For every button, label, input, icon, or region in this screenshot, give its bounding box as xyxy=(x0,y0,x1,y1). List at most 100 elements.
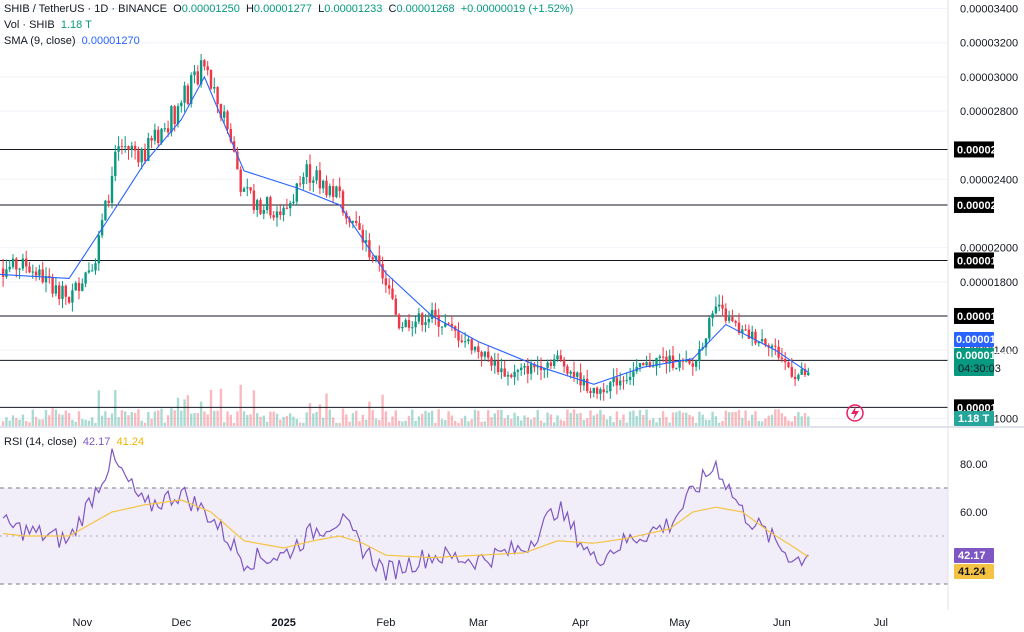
volume-bar xyxy=(744,410,747,427)
candle-body xyxy=(615,377,619,386)
volume-bar xyxy=(216,410,219,427)
volume-bar xyxy=(493,413,496,427)
candle-body xyxy=(694,360,698,367)
candle-body xyxy=(424,322,427,325)
volume-bar xyxy=(157,410,160,427)
volume-bar xyxy=(427,412,430,427)
volume-bar xyxy=(566,409,569,427)
volume-bar xyxy=(196,413,199,427)
time-tick: Dec xyxy=(172,617,192,629)
rsi-value: 42.17 xyxy=(82,436,111,448)
candle-body xyxy=(1,268,5,277)
volume-bar xyxy=(516,415,520,427)
sma-legend[interactable]: SMA (9, close) 0.00001270 xyxy=(4,35,140,47)
candle-body xyxy=(490,357,493,366)
candle-body xyxy=(31,271,34,273)
candle-body xyxy=(364,240,368,243)
candle-body xyxy=(774,345,777,347)
symbol-title[interactable]: SHIB / TetherUS · 1D · BINANCE xyxy=(4,3,168,15)
volume-bar xyxy=(44,410,48,427)
candle-body xyxy=(124,146,127,148)
volume-bar xyxy=(34,416,38,427)
candle-body xyxy=(312,180,315,183)
volume-bar xyxy=(361,414,364,427)
volume-legend[interactable]: Vol · SHIB 1.18 T xyxy=(4,19,92,31)
rsi-ma-tag: 41.24 xyxy=(958,566,986,578)
candle-body xyxy=(335,186,338,197)
volume-bar xyxy=(487,410,490,427)
price-axis[interactable]: 0.00003400 0.00003200 0.00003000 0.00002800… xyxy=(960,4,1018,426)
candle-body xyxy=(536,365,539,368)
candle-body xyxy=(341,191,345,213)
candle-body xyxy=(556,355,559,360)
candle-body xyxy=(391,288,394,299)
candle-body xyxy=(665,356,668,364)
volume-bar xyxy=(328,409,331,427)
candle-body xyxy=(645,362,648,366)
volume-bar xyxy=(589,410,592,427)
candlesticks xyxy=(1,53,810,401)
lightning-icon[interactable] xyxy=(846,404,864,422)
volume-bar xyxy=(635,415,638,427)
candle-body xyxy=(787,362,790,368)
candle-body xyxy=(440,326,444,328)
candle-body xyxy=(549,362,553,366)
candle-body xyxy=(77,282,81,291)
volume-bar xyxy=(61,414,64,427)
volume-bar xyxy=(236,411,239,427)
volume-bar xyxy=(467,421,470,427)
candle-body xyxy=(289,203,292,209)
time-axis[interactable]: Nov Dec 2025 Feb Mar Apr May Jun Jul xyxy=(73,617,888,629)
countdown-tag: 04:30:03 xyxy=(958,363,1001,375)
candle-body xyxy=(586,378,589,392)
volume-bar xyxy=(708,419,711,427)
candle-body xyxy=(5,269,8,277)
volume-bar xyxy=(318,404,322,427)
candle-body xyxy=(463,341,467,343)
volume-bar xyxy=(256,413,259,427)
volume-label: Vol · SHIB xyxy=(4,19,55,31)
rsi-legend[interactable]: RSI (14, close) 42.17 41.24 xyxy=(4,436,144,448)
candle-body xyxy=(737,322,741,334)
candle-body xyxy=(394,298,397,315)
volume-bar xyxy=(503,418,506,427)
candle-body xyxy=(223,111,226,118)
candle-body xyxy=(259,200,262,214)
rsi-tick: 80.00 xyxy=(960,459,988,471)
candle-body xyxy=(41,269,44,283)
candle-body xyxy=(685,360,688,362)
candle-body xyxy=(54,285,58,294)
volume-bar xyxy=(463,415,467,427)
volume-bar xyxy=(599,409,602,427)
volume-bar xyxy=(457,422,460,427)
volume-bar xyxy=(569,412,572,427)
level-tag-bg xyxy=(954,196,994,213)
candle-body xyxy=(711,313,714,319)
volume-bar xyxy=(625,422,628,427)
volume-bar xyxy=(602,414,605,427)
volume-bar xyxy=(787,420,790,427)
volume-bar xyxy=(170,408,173,427)
candle-body xyxy=(807,372,810,375)
volume-bar xyxy=(760,421,764,427)
candle-body xyxy=(166,128,170,133)
volume-bar xyxy=(5,417,8,427)
candle-body xyxy=(714,306,718,314)
candle-body xyxy=(302,176,305,185)
volume-bar xyxy=(638,410,642,427)
volume-bar xyxy=(338,422,341,427)
volume-bar xyxy=(124,411,127,427)
volume-bar xyxy=(698,411,701,427)
volume-bar xyxy=(1,421,5,427)
rsi-axis[interactable]: 80.00 60.00 xyxy=(960,459,988,519)
volume-bar xyxy=(21,414,25,427)
volume-bar xyxy=(793,416,797,427)
candle-body xyxy=(698,349,701,361)
volume-bar xyxy=(180,410,183,427)
volume-bar xyxy=(685,412,688,427)
volume-bar xyxy=(648,419,652,427)
candle-body xyxy=(493,360,496,366)
volume-bar xyxy=(754,411,757,427)
volume-bar xyxy=(797,411,800,427)
